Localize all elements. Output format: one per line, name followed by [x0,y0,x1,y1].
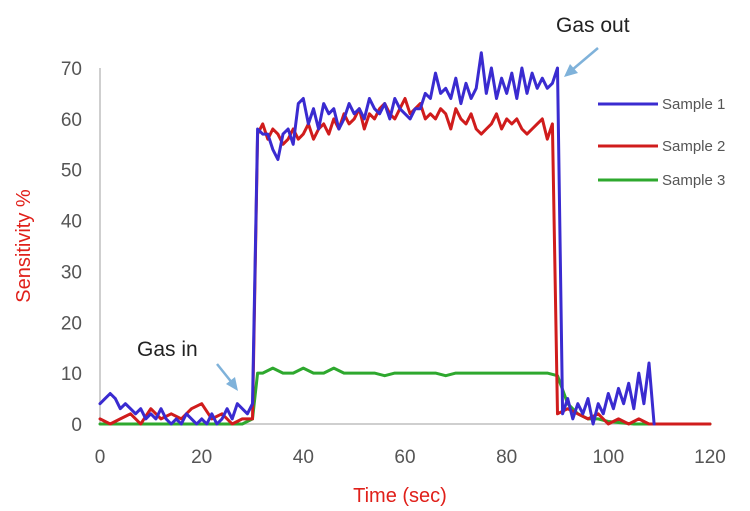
series-line-sample-3 [98,366,712,426]
legend-label-3: Sample 3 [662,172,725,189]
series-layer [98,51,712,426]
gas-out-arrow-head [564,64,578,77]
y-tick-label: 10 [61,364,82,385]
x-tick-label: 0 [95,447,106,468]
y-tick-label: 20 [61,313,82,334]
x-tick-label: 40 [293,447,314,468]
y-tick-label: 50 [61,161,82,182]
y-tick-label: 40 [61,212,82,233]
series-line-sample-1 [98,51,656,426]
x-axis-title: Time (sec) [353,485,447,507]
x-tick-label: 100 [592,447,624,468]
legend-label-2: Sample 2 [662,138,725,155]
series-line-sample-2 [98,97,712,426]
y-ticks: 0 10 20 30 40 50 60 70 [61,59,82,436]
x-tick-label: 120 [694,447,726,468]
y-tick-label: 30 [61,262,82,283]
x-ticks: 0 20 40 60 80 100 120 [95,447,726,468]
y-tick-label: 70 [61,59,82,80]
x-tick-label: 20 [191,447,212,468]
legend: Sample 1 Sample 2 Sample 3 [598,96,725,189]
legend-label-1: Sample 1 [662,96,725,113]
x-tick-label: 80 [496,447,517,468]
axes [99,68,710,425]
y-tick-label: 60 [61,110,82,131]
gas-in-arrow-head [226,377,238,391]
gas-out-annotation: Gas out [556,14,630,37]
gas-in-annotation: Gas in [137,338,198,361]
y-axis-title: Sensitivity % [13,189,35,303]
y-tick-label: 0 [71,415,82,436]
gas-out-arrow-shaft [571,47,599,71]
annotations: Gas in Gas out [137,14,630,391]
x-tick-label: 60 [394,447,415,468]
